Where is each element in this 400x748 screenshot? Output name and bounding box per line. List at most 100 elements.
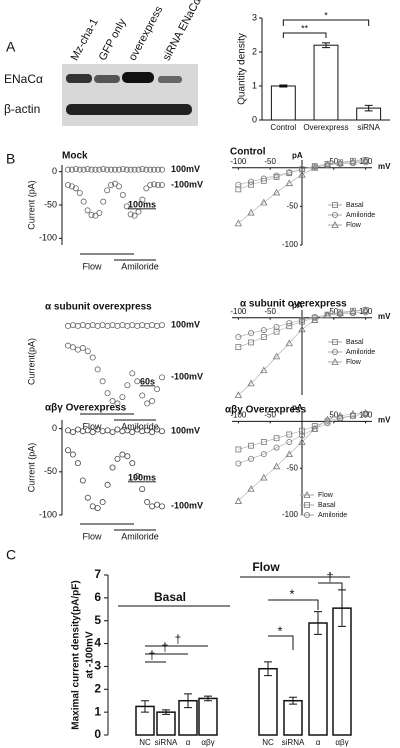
point — [260, 451, 267, 458]
point — [89, 429, 96, 436]
point — [119, 165, 126, 172]
series-label: 100mV — [171, 164, 200, 174]
bar — [156, 711, 176, 736]
chart-title: αβγ Overexpress — [225, 405, 307, 416]
point — [100, 165, 107, 172]
point — [131, 166, 138, 173]
point — [235, 186, 242, 193]
y-tick-label: -50 — [44, 199, 57, 209]
point — [88, 211, 95, 218]
legend-label: Flow — [346, 359, 362, 366]
point — [84, 322, 91, 329]
band — [66, 104, 192, 115]
series-line — [238, 160, 366, 224]
panel-label: B — [6, 151, 15, 167]
point — [84, 348, 91, 355]
point — [65, 166, 72, 173]
lane-label: overexpress — [127, 4, 166, 63]
point — [286, 438, 293, 445]
x-tick-label: 100 — [359, 157, 373, 166]
point — [74, 426, 81, 433]
bar — [283, 699, 303, 736]
point — [299, 427, 305, 434]
point — [79, 345, 86, 352]
point — [349, 307, 357, 315]
point — [69, 322, 76, 329]
point — [149, 503, 156, 510]
point — [69, 429, 76, 436]
point — [337, 160, 344, 167]
point — [89, 322, 96, 329]
series-line — [238, 162, 366, 186]
legend-marker — [331, 348, 338, 355]
point — [298, 317, 305, 324]
x-tick-label: -100 — [230, 307, 247, 316]
point — [74, 322, 81, 329]
stimulus-label: Flow — [82, 531, 102, 541]
group-label: Basal — [154, 590, 186, 604]
y-tick-label: 5 — [94, 613, 101, 627]
point — [129, 322, 136, 329]
point — [119, 451, 126, 458]
x-tick-label: siRNA — [357, 123, 380, 132]
point — [96, 166, 103, 173]
x-tick-label: NC — [262, 738, 274, 747]
bar — [313, 44, 339, 121]
band — [66, 74, 92, 83]
point — [151, 181, 158, 188]
x-tick-label: αβγ — [201, 738, 214, 747]
point — [104, 322, 111, 329]
error-bar — [314, 611, 322, 635]
point — [123, 203, 130, 210]
point — [298, 438, 306, 445]
x-tick-label: αβγ — [335, 738, 348, 747]
error-bar — [141, 700, 149, 713]
point — [158, 166, 165, 173]
point — [135, 166, 142, 173]
x-tick-label: -50 — [264, 307, 276, 316]
point — [361, 156, 370, 164]
point — [123, 166, 130, 173]
band — [158, 76, 182, 83]
legend-label: Basal — [318, 502, 336, 509]
point — [234, 219, 243, 227]
series-label: -100mV — [171, 179, 203, 189]
point — [234, 391, 243, 398]
point — [74, 460, 81, 467]
legend-label: Flow — [346, 222, 362, 229]
y-axis-label: Current (pA) — [26, 443, 36, 493]
lane-label: siRNA ENaCα — [161, 0, 204, 63]
point — [139, 322, 146, 329]
significance: ** — [301, 23, 309, 33]
point — [286, 431, 293, 438]
point — [112, 166, 119, 173]
point — [155, 181, 162, 188]
point — [72, 165, 79, 172]
point — [108, 166, 115, 173]
point — [139, 486, 146, 493]
significance: * — [289, 586, 294, 601]
x-axis-label: mV — [378, 162, 391, 171]
row-label: ENaCα — [4, 72, 43, 86]
point — [127, 211, 134, 218]
y-tick-label: 3 — [94, 659, 101, 673]
series-label: -100mV — [171, 501, 203, 511]
chart-title: αβγ Overexpress — [45, 403, 127, 414]
chart-title: α subunit overexpress — [45, 302, 152, 313]
point — [272, 188, 281, 196]
point — [260, 198, 268, 206]
point — [247, 484, 255, 492]
point — [104, 390, 111, 397]
x-tick-label: 100 — [359, 307, 373, 316]
panel-label: A — [6, 39, 16, 55]
legend-marker — [304, 502, 310, 508]
point — [285, 339, 293, 347]
point — [151, 166, 158, 173]
point — [248, 442, 254, 449]
point — [104, 427, 111, 434]
point — [114, 426, 121, 433]
bar — [258, 667, 278, 736]
legend-marker — [303, 512, 310, 519]
point — [158, 428, 165, 435]
